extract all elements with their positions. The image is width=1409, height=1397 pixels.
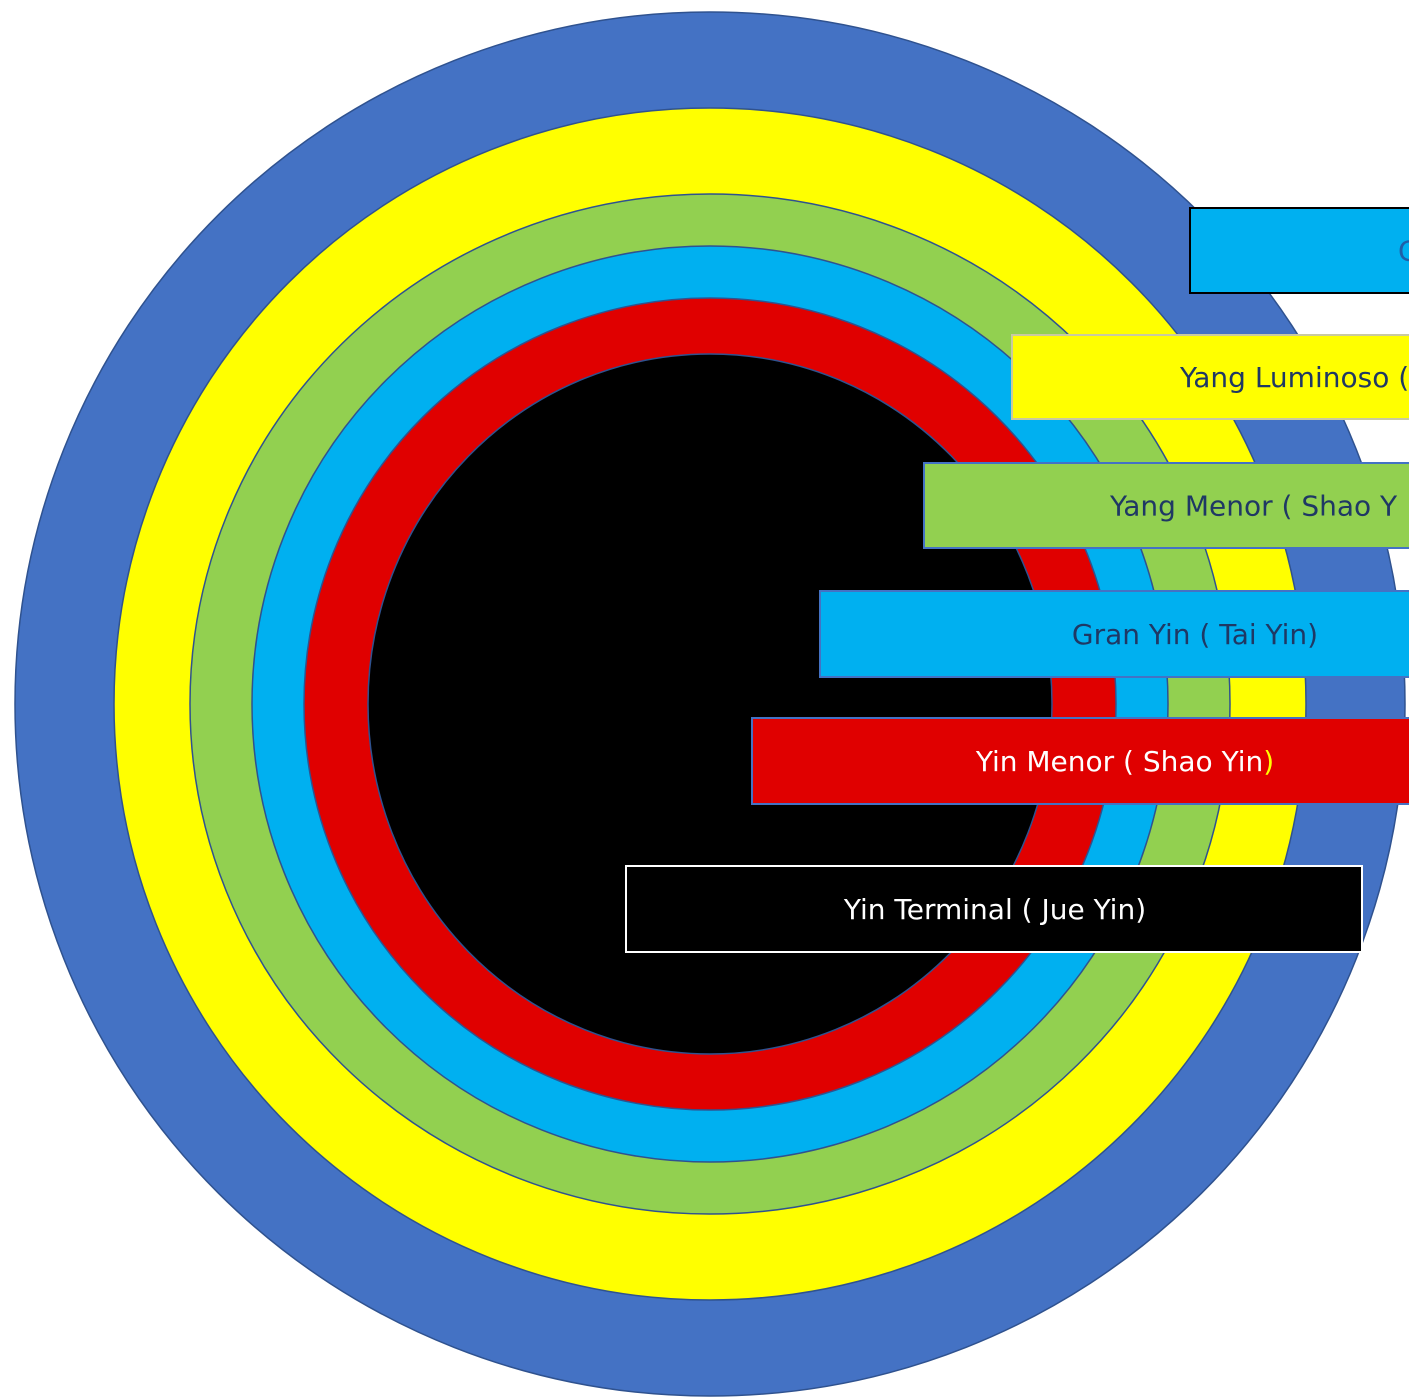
label-yin-menor-text: Yin Menor ( Shao Yin) (975, 745, 1274, 778)
labels-group: G Yang Luminoso ( Yang Menor ( Shao Y Gran … (625, 207, 1409, 953)
label-yin-terminal-box (625, 865, 1363, 953)
label-gran-yang-box (1189, 207, 1409, 294)
label-yin-menor-box (751, 717, 1409, 805)
label-yang-menor: Yang Menor ( Shao Y (923, 462, 1409, 549)
label-yin-terminal-text: Yin Terminal ( Jue Yin) (843, 893, 1146, 926)
label-gran-yang-text: G (1398, 235, 1409, 268)
label-yin-terminal: Yin Terminal ( Jue Yin) (625, 865, 1363, 953)
label-gran-yang: G (1189, 207, 1409, 294)
label-gran-yang-main: G (1398, 235, 1409, 268)
label-yang-menor-main: Yang Menor ( Shao Y (1109, 490, 1398, 523)
label-yang-luminoso-box (1011, 334, 1409, 420)
label-yin-menor-suffix: ) (1263, 745, 1274, 778)
label-yin-menor: Yin Menor ( Shao Yin) (751, 717, 1409, 805)
label-yang-menor-box (923, 462, 1409, 549)
label-yin-terminal-main: Yin Terminal ( Jue Yin) (843, 893, 1146, 926)
label-yang-luminoso: Yang Luminoso ( (1011, 334, 1409, 420)
label-gran-yin-box (819, 590, 1409, 678)
label-gran-yin-text: Gran Yin ( Tai Yin) (1072, 618, 1318, 651)
label-gran-yin-main: Gran Yin ( Tai Yin) (1072, 618, 1318, 651)
label-yang-menor-text: Yang Menor ( Shao Y (1109, 490, 1398, 523)
label-gran-yin: Gran Yin ( Tai Yin) (819, 590, 1409, 678)
label-yang-luminoso-main: Yang Luminoso ( (1179, 361, 1409, 394)
label-yang-luminoso-text: Yang Luminoso ( (1179, 361, 1409, 394)
label-yin-menor-main: Yin Menor ( Shao Yin (975, 745, 1263, 778)
